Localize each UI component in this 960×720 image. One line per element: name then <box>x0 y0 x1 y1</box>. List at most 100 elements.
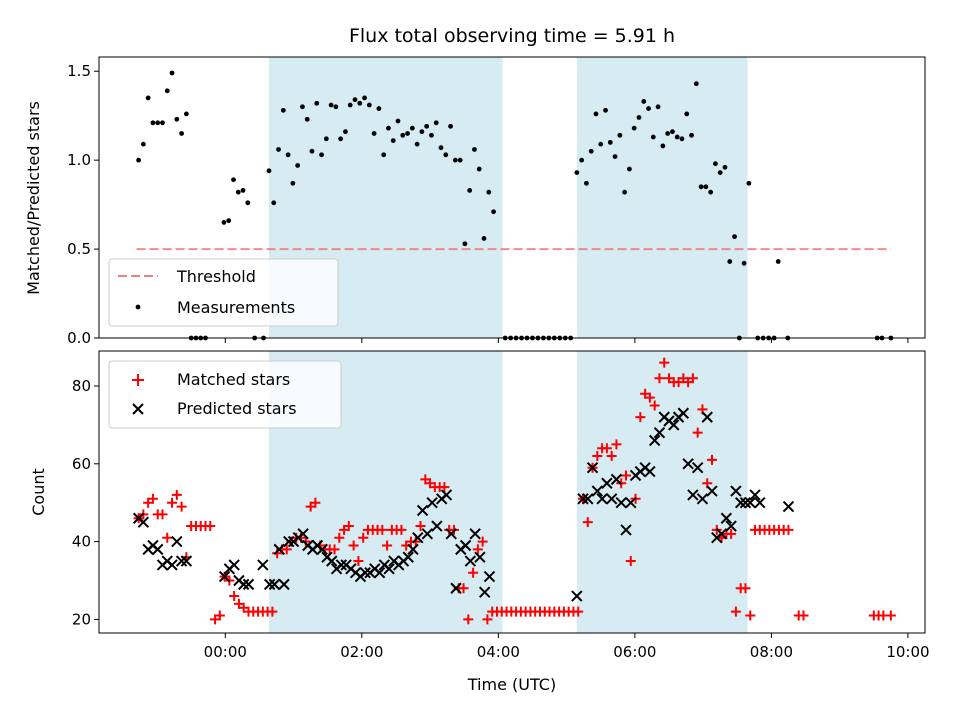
matched-stars-point-47 <box>358 532 369 543</box>
measurements-point-84 <box>574 170 580 176</box>
measurements-point-35 <box>323 136 329 142</box>
matched-stars-point-69 <box>463 614 474 625</box>
measurements-point-54 <box>414 141 420 147</box>
count-panel-legend-box <box>108 360 342 429</box>
measurements-point-112 <box>708 189 714 195</box>
legend-threshold-label: Threshold <box>176 267 256 286</box>
measurements-point-31 <box>304 116 310 122</box>
matched-stars-point-6 <box>162 532 173 543</box>
matched-stars-point-64 <box>439 482 450 493</box>
count-y-tick-label-1: 40 <box>72 533 91 551</box>
predicted-stars-point-25 <box>297 528 309 540</box>
matched-stars-point-9 <box>176 501 187 512</box>
measurements-point-108 <box>689 132 694 138</box>
measurements-point-105 <box>674 134 680 140</box>
count-panel-bands <box>268 351 748 633</box>
measurements-point-100 <box>650 134 656 140</box>
ratio-observing-band-1 <box>576 57 748 338</box>
predicted-stars-point-96 <box>720 512 733 524</box>
measurements-point-46 <box>376 106 382 111</box>
predicted-stars-point-97 <box>725 520 737 532</box>
matched-stars-point-59 <box>415 521 426 532</box>
legend-matched-swatch <box>132 374 144 386</box>
measurements-point-116 <box>727 259 733 264</box>
measurements-point-117 <box>732 234 737 240</box>
matched-stars-point-96 <box>592 451 603 462</box>
predicted-stars-point-70 <box>596 493 608 505</box>
predicted-stars-point-74 <box>615 496 627 509</box>
matched-stars-point-109 <box>654 373 665 384</box>
count-panel-x-ticks: 00:00 02:00 04:00 06:00 08:00 10:00 <box>204 633 930 661</box>
matched-stars-point-7 <box>167 497 178 508</box>
count-panel-y-ticks: 20 40 60 80 <box>72 377 99 628</box>
matched-stars-point-41 <box>329 544 340 555</box>
predicted-stars-point-99 <box>734 496 747 509</box>
predicted-stars-point-103 <box>754 496 766 509</box>
measurements-point-29 <box>295 163 301 168</box>
matched-stars-point-58 <box>410 536 421 547</box>
predicted-stars-point-53 <box>431 520 443 532</box>
matched-stars-point-46 <box>353 556 364 567</box>
measurements-point-10 <box>183 111 189 117</box>
matched-stars-point-20 <box>229 591 240 602</box>
predicted-stars-point-7 <box>166 559 178 571</box>
measurements-point-19 <box>240 187 246 193</box>
predicted-stars-point-52 <box>426 496 438 509</box>
measurements-point-15 <box>221 219 227 225</box>
measurements-point-69 <box>486 189 492 195</box>
count-panel-frame <box>98 350 926 634</box>
matched-stars-point-100 <box>611 439 622 450</box>
matched-stars-point-92 <box>573 606 584 617</box>
measurements-point-55 <box>419 129 425 135</box>
measurements-point-28 <box>290 180 296 186</box>
x-tick-label-4: 08:00 <box>750 643 793 661</box>
predicted-stars-point-18 <box>263 578 276 591</box>
matched-stars-point-124 <box>726 528 737 539</box>
predicted-stars-point-49 <box>412 531 424 544</box>
predicted-stars-point-19 <box>268 578 281 591</box>
measurements-point-4 <box>155 120 161 126</box>
predicted-stars-point-33 <box>335 559 348 571</box>
predicted-stars-point-57 <box>450 582 462 594</box>
matched-stars-point-73 <box>482 614 493 625</box>
predicted-stars-point-59 <box>459 539 472 552</box>
ratio-y-tick-label-3: 1.5 <box>67 62 91 80</box>
predicted-stars-point-101 <box>744 496 756 509</box>
matched-stars-point-103 <box>625 556 636 567</box>
measurements-point-87 <box>588 148 594 154</box>
predicted-stars-point-13 <box>228 559 240 571</box>
measurements-point-110 <box>698 184 704 190</box>
predicted-stars-point-48 <box>407 543 419 556</box>
predicted-stars-point-89 <box>687 489 699 501</box>
count-y-tick-label-0: 20 <box>72 610 91 628</box>
measurements-point-103 <box>665 131 671 136</box>
matched-stars-point-70 <box>468 567 479 578</box>
measurements-point-95 <box>627 166 632 172</box>
measurements-point-40 <box>347 102 353 108</box>
measurements-point-56 <box>424 123 430 129</box>
matched-stars-point-51 <box>377 524 388 535</box>
predicted-stars-point-87 <box>677 407 690 419</box>
predicted-stars-point-55 <box>440 489 453 501</box>
measurements-point-66 <box>472 147 477 152</box>
predicted-stars-point-9 <box>175 555 188 567</box>
measurements-point-85 <box>579 157 585 163</box>
matched-stars-point-142 <box>885 610 896 621</box>
predicted-stars-point-50 <box>416 504 429 517</box>
measurements-point-115 <box>722 164 728 170</box>
matched-stars-point-68 <box>458 583 469 594</box>
measurements-point-17 <box>231 177 236 183</box>
x-tick-label-5: 10:00 <box>886 643 929 661</box>
measurements-point-63 <box>457 157 463 163</box>
x-axis-label: Time (UTC) <box>467 675 556 694</box>
measurements-point-8 <box>174 116 180 122</box>
predicted-stars-point-43 <box>383 563 395 575</box>
matched-stars-point-45 <box>348 540 359 551</box>
measurements-point-111 <box>703 184 709 190</box>
matched-stars-point-125 <box>730 606 741 617</box>
legend-predicted-label: Predicted stars <box>177 399 297 418</box>
measurements-point-104 <box>670 129 675 135</box>
ratio-y-tick-label-1: 0.5 <box>67 240 91 258</box>
predicted-stars-point-1 <box>137 516 150 528</box>
measurements-point-65 <box>467 187 473 193</box>
